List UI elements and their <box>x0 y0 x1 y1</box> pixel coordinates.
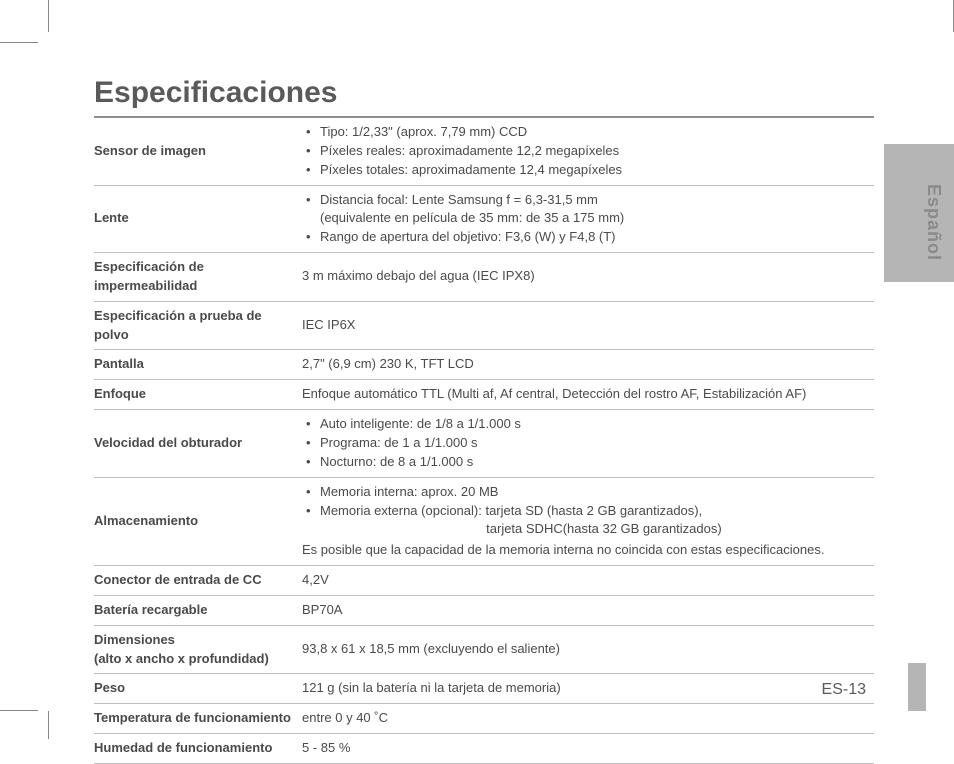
side-tab-stub <box>908 663 926 711</box>
table-row: Temperatura de funcionamientoentre 0 y 4… <box>94 704 874 734</box>
table-row: Velocidad del obturadorAuto inteligente:… <box>94 410 874 478</box>
spec-table: Sensor de imagenTipo: 1/2,33" (aprox. 7,… <box>94 118 874 764</box>
spec-value: 5 - 85 % <box>302 734 874 764</box>
spec-value: 93,8 x 61 x 18,5 mm (excluyendo el salie… <box>302 625 874 674</box>
table-row: LenteDistancia focal: Lente Samsung f = … <box>94 185 874 253</box>
list-item: Píxeles reales: aproximadamente 12,2 meg… <box>302 142 868 161</box>
list-item: Nocturno: de 8 a 1/1.000 s <box>302 453 868 472</box>
list-item: Memoria interna: aprox. 20 MB <box>302 483 868 502</box>
spec-value: 2,7" (6,9 cm) 230 K, TFT LCD <box>302 350 874 380</box>
spec-value: BP70A <box>302 595 874 625</box>
crop-mark <box>48 0 49 32</box>
crop-mark <box>0 710 38 711</box>
spec-key: Sensor de imagen <box>94 118 302 185</box>
side-tab-label: Español <box>920 184 944 261</box>
bullet-list: Tipo: 1/2,33" (aprox. 7,79 mm) CCDPíxele… <box>302 123 868 180</box>
bullet-list: Distancia focal: Lente Samsung f = 6,3-3… <box>302 191 868 248</box>
spec-key: Especificación de impermeabilidad <box>94 253 302 302</box>
table-row: Batería recargableBP70A <box>94 595 874 625</box>
table-row: EnfoqueEnfoque automático TTL (Multi af,… <box>94 380 874 410</box>
list-item: Rango de apertura del objetivo: F3,6 (W)… <box>302 228 868 247</box>
content: Especificaciones Sensor de imagenTipo: 1… <box>94 76 874 764</box>
spec-key: Almacenamiento <box>94 477 302 565</box>
table-row: Peso121 g (sin la batería ni la tarjeta … <box>94 674 874 704</box>
table-row: Dimensiones(alto x ancho x profundidad)9… <box>94 625 874 674</box>
spec-key: Lente <box>94 185 302 253</box>
spec-value: 121 g (sin la batería ni la tarjeta de m… <box>302 674 874 704</box>
spec-value: entre 0 y 40 ˚C <box>302 704 874 734</box>
spec-value: Auto inteligente: de 1/8 a 1/1.000 sProg… <box>302 410 874 478</box>
spec-value: Memoria interna: aprox. 20 MBMemoria ext… <box>302 477 874 565</box>
spec-key: Temperatura de funcionamiento <box>94 704 302 734</box>
spec-key: Pantalla <box>94 350 302 380</box>
spec-key: Dimensiones(alto x ancho x profundidad) <box>94 625 302 674</box>
spec-key: Humedad de funcionamiento <box>94 734 302 764</box>
spec-value: 4,2V <box>302 566 874 596</box>
page: Español Especificaciones Sensor de image… <box>48 42 954 711</box>
table-row: AlmacenamientoMemoria interna: aprox. 20… <box>94 477 874 565</box>
spec-note: Es posible que la capacidad de la memori… <box>302 541 868 560</box>
list-item: Distancia focal: Lente Samsung f = 6,3-3… <box>302 191 868 229</box>
table-row: Humedad de funcionamiento5 - 85 % <box>94 734 874 764</box>
spec-value: Enfoque automático TTL (Multi af, Af cen… <box>302 380 874 410</box>
table-row: Sensor de imagenTipo: 1/2,33" (aprox. 7,… <box>94 118 874 185</box>
spec-key: Batería recargable <box>94 595 302 625</box>
spec-key: Peso <box>94 674 302 704</box>
list-item: Píxeles totales: aproximadamente 12,4 me… <box>302 161 868 180</box>
list-item: Tipo: 1/2,33" (aprox. 7,79 mm) CCD <box>302 123 868 142</box>
spec-value: IEC IP6X <box>302 301 874 350</box>
spec-key: Velocidad del obturador <box>94 410 302 478</box>
spec-key: Especificación a prueba de polvo <box>94 301 302 350</box>
page-title: Especificaciones <box>94 76 874 110</box>
spec-value: 3 m máximo debajo del agua (IEC IPX8) <box>302 253 874 302</box>
bullet-list: Auto inteligente: de 1/8 a 1/1.000 sProg… <box>302 415 868 472</box>
spec-key: Conector de entrada de CC <box>94 566 302 596</box>
crop-mark <box>48 711 49 739</box>
table-row: Conector de entrada de CC4,2V <box>94 566 874 596</box>
table-row: Pantalla2,7" (6,9 cm) 230 K, TFT LCD <box>94 350 874 380</box>
bullet-list: Memoria interna: aprox. 20 MBMemoria ext… <box>302 483 868 540</box>
spec-value: Tipo: 1/2,33" (aprox. 7,79 mm) CCDPíxele… <box>302 118 874 185</box>
spec-key: Enfoque <box>94 380 302 410</box>
list-item: Programa: de 1 a 1/1.000 s <box>302 434 868 453</box>
table-row: Especificación de impermeabilidad3 m máx… <box>94 253 874 302</box>
list-item: Auto inteligente: de 1/8 a 1/1.000 s <box>302 415 868 434</box>
page-number: ES-13 <box>822 681 866 699</box>
crop-mark <box>0 42 38 43</box>
table-row: Especificación a prueba de polvoIEC IP6X <box>94 301 874 350</box>
list-item: Memoria externa (opcional): tarjeta SD (… <box>302 502 868 540</box>
spec-value: Distancia focal: Lente Samsung f = 6,3-3… <box>302 185 874 253</box>
